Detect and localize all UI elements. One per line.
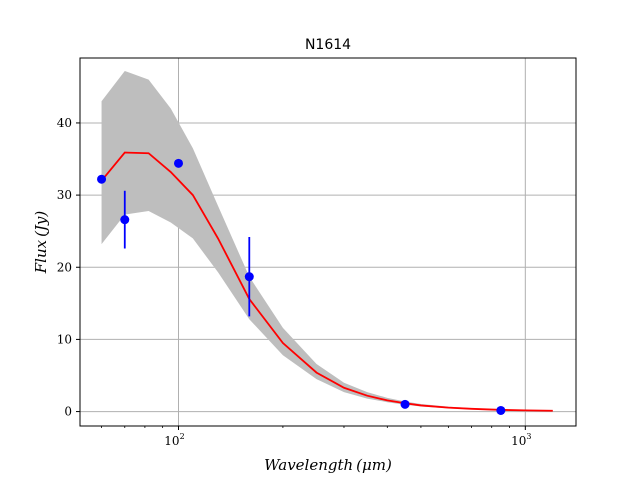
plot-frame	[79, 57, 577, 427]
y-tick-label: 40	[57, 116, 72, 130]
chart-title: N1614	[305, 37, 351, 53]
y-tick-label: 0	[64, 405, 72, 419]
observation-point	[244, 272, 254, 282]
y-tick-label: 20	[57, 260, 72, 274]
x-axis-label: Wavelength (μm)	[264, 456, 392, 474]
model-curve-layer	[100, 151, 553, 412]
x-tick-label: 103	[511, 432, 531, 448]
y-tick-label: 30	[57, 188, 72, 202]
observation-point	[97, 174, 107, 184]
tick-layer: 102 103 0 10 20 30 40	[57, 116, 532, 448]
uncertainty-band-layer	[101, 70, 553, 411]
observation-point	[120, 215, 130, 225]
model-curve	[100, 151, 553, 412]
grid-lines	[80, 58, 576, 426]
observation-point	[173, 158, 183, 168]
y-axis-label: Flux (Jy)	[32, 211, 50, 275]
x-tick-label: 102	[164, 432, 184, 448]
observation-point	[400, 399, 410, 409]
observation-point	[496, 405, 506, 415]
y-tick-label: 10	[57, 332, 72, 346]
observation-layer	[97, 158, 506, 415]
uncertainty-band	[101, 70, 553, 411]
